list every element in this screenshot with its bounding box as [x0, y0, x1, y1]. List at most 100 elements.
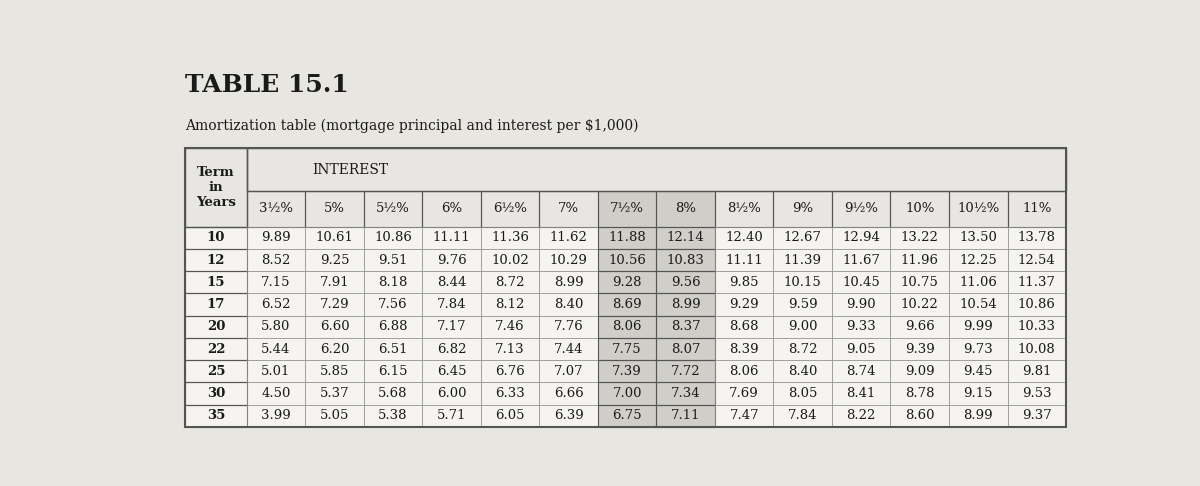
Text: 8.12: 8.12 [496, 298, 524, 311]
Bar [656, 382, 715, 405]
Bar [422, 360, 481, 382]
Bar [774, 360, 832, 382]
Bar [598, 360, 656, 382]
Text: 6.15: 6.15 [378, 365, 408, 378]
Text: 8.05: 8.05 [788, 387, 817, 400]
Bar [832, 338, 890, 360]
Text: 7½%: 7½% [610, 203, 644, 215]
Bar [715, 316, 774, 338]
Bar [774, 226, 832, 249]
Text: 5.44: 5.44 [262, 343, 290, 356]
Bar [305, 360, 364, 382]
Text: 17: 17 [206, 298, 226, 311]
Text: 6.82: 6.82 [437, 343, 467, 356]
Text: 8.52: 8.52 [262, 254, 290, 267]
Bar [949, 226, 1008, 249]
Bar [598, 382, 656, 405]
Bar [364, 338, 422, 360]
Text: 11.37: 11.37 [1018, 276, 1056, 289]
Bar [481, 191, 539, 226]
Bar [185, 338, 247, 360]
Bar [890, 360, 949, 382]
Text: 7.39: 7.39 [612, 365, 642, 378]
Text: 8.69: 8.69 [612, 298, 642, 311]
Bar [715, 316, 774, 338]
Bar [481, 360, 539, 382]
Bar [715, 294, 774, 316]
Bar [715, 360, 774, 382]
Text: 6.05: 6.05 [496, 409, 524, 422]
Bar [715, 226, 774, 249]
Bar [774, 316, 832, 338]
Text: 5%: 5% [324, 203, 346, 215]
Text: 10.86: 10.86 [374, 231, 412, 244]
Bar [832, 360, 890, 382]
Text: 9.76: 9.76 [437, 254, 467, 267]
Bar [598, 316, 656, 338]
Text: 7.44: 7.44 [554, 343, 583, 356]
Text: 6.51: 6.51 [378, 343, 408, 356]
Bar [247, 338, 305, 360]
Text: 11.67: 11.67 [842, 254, 881, 267]
Bar [305, 271, 364, 294]
Bar [598, 360, 656, 382]
Bar [539, 294, 598, 316]
Bar [890, 338, 949, 360]
Bar [598, 338, 656, 360]
Bar [481, 338, 539, 360]
Bar [774, 382, 832, 405]
Text: 6.60: 6.60 [319, 320, 349, 333]
Text: 9.33: 9.33 [846, 320, 876, 333]
Bar [305, 294, 364, 316]
Text: 7.11: 7.11 [671, 409, 701, 422]
Text: 7.47: 7.47 [730, 409, 760, 422]
Text: 8.60: 8.60 [905, 409, 935, 422]
Bar [364, 271, 422, 294]
Text: 8.07: 8.07 [671, 343, 701, 356]
Bar [715, 271, 774, 294]
Bar [598, 226, 656, 249]
Bar [247, 405, 305, 427]
Bar [890, 271, 949, 294]
Text: 7.34: 7.34 [671, 387, 701, 400]
Text: 8.44: 8.44 [437, 276, 467, 289]
Text: 9.59: 9.59 [788, 298, 817, 311]
Text: 10.75: 10.75 [901, 276, 938, 289]
Bar [422, 226, 481, 249]
Text: Amortization table (mortgage principal and interest per $1,000): Amortization table (mortgage principal a… [185, 118, 638, 133]
Bar [774, 405, 832, 427]
Bar [890, 360, 949, 382]
Bar [1008, 294, 1066, 316]
Text: 11.06: 11.06 [959, 276, 997, 289]
Bar [364, 360, 422, 382]
Bar [364, 191, 422, 226]
Text: 8.18: 8.18 [378, 276, 408, 289]
Text: 7.76: 7.76 [553, 320, 583, 333]
Bar [598, 249, 656, 271]
Bar [422, 338, 481, 360]
Bar [539, 271, 598, 294]
Text: 10%: 10% [905, 203, 935, 215]
Bar [890, 226, 949, 249]
Bar [305, 316, 364, 338]
Text: 10.61: 10.61 [316, 231, 354, 244]
Bar [481, 316, 539, 338]
Text: 7.91: 7.91 [319, 276, 349, 289]
Text: 6½%: 6½% [493, 203, 527, 215]
Bar [481, 294, 539, 316]
Bar [656, 382, 715, 405]
Bar [598, 191, 656, 226]
Bar [598, 405, 656, 427]
Bar [185, 148, 1066, 427]
Text: 8.22: 8.22 [846, 409, 876, 422]
Text: 10.33: 10.33 [1018, 320, 1056, 333]
Bar [481, 226, 539, 249]
Text: 9.99: 9.99 [964, 320, 994, 333]
Bar [247, 405, 305, 427]
Bar [422, 294, 481, 316]
Text: 6.75: 6.75 [612, 409, 642, 422]
Bar [949, 405, 1008, 427]
Bar [774, 360, 832, 382]
Bar [774, 249, 832, 271]
Bar [539, 294, 598, 316]
